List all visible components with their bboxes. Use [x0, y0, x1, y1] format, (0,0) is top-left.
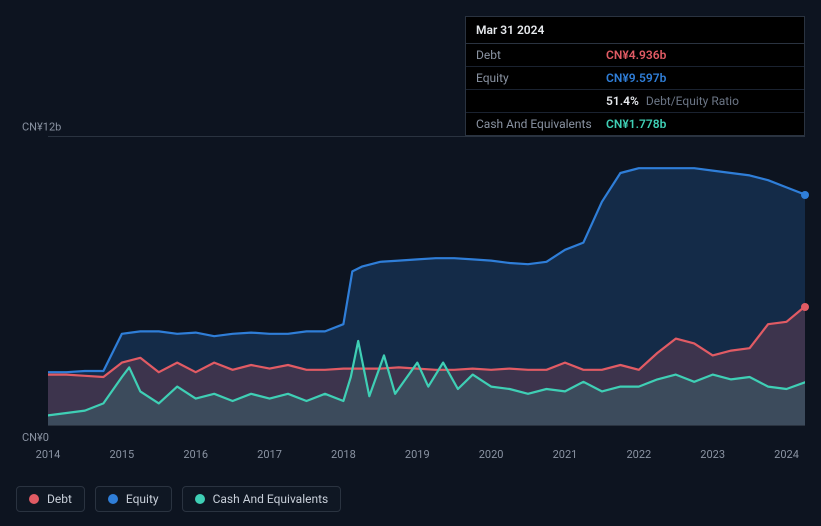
- tooltip-value-equity: CN¥9.597b: [606, 71, 666, 85]
- x-axis-tick: 2018: [331, 448, 356, 461]
- x-axis-tick: 2020: [479, 448, 504, 461]
- tooltip-value-debt: CN¥4.936b: [606, 48, 666, 62]
- x-axis-tick: 2014: [36, 448, 61, 461]
- tooltip-date: Mar 31 2024: [466, 17, 804, 44]
- tooltip-label-ratio: [476, 94, 606, 108]
- legend-item-cash[interactable]: Cash And Equivalents: [182, 486, 342, 512]
- x-axis-tick: 2017: [257, 448, 282, 461]
- tooltip-label-cash: Cash And Equivalents: [476, 117, 606, 131]
- x-axis-tick: 2024: [774, 448, 799, 461]
- tooltip-ratio-value: 51.4%: [606, 94, 639, 108]
- y-axis-min-label: CN¥0: [22, 431, 49, 444]
- tooltip-ratio-suffix: Debt/Equity Ratio: [646, 94, 739, 108]
- x-axis-tick: 2023: [700, 448, 725, 461]
- legend: Debt Equity Cash And Equivalents: [16, 486, 341, 512]
- tooltip-row-cash: Cash And Equivalents CN¥1.778b: [466, 113, 804, 135]
- chart: CN¥12b CN¥0 2014 2015 2016 2017 2018 2019 2020…: [16, 120, 805, 466]
- x-axis-tick: 2015: [109, 448, 134, 461]
- x-axis-tick: 2016: [183, 448, 208, 461]
- tooltip-label-debt: Debt: [476, 48, 606, 62]
- legend-label-cash: Cash And Equivalents: [213, 492, 329, 506]
- tooltip-row-debt: Debt CN¥4.936b: [466, 44, 804, 67]
- legend-label-equity: Equity: [126, 492, 159, 506]
- tooltip-panel: Mar 31 2024 Debt CN¥4.936b Equity CN¥9.5…: [465, 16, 805, 136]
- legend-item-equity[interactable]: Equity: [95, 486, 172, 512]
- debt-color-dot: [29, 494, 39, 504]
- tooltip-row-equity: Equity CN¥9.597b: [466, 67, 804, 90]
- y-axis-max-label: CN¥12b: [22, 121, 61, 134]
- equity-color-dot: [108, 494, 118, 504]
- x-axis-tick: 2019: [405, 448, 430, 461]
- tooltip-value-ratio: 51.4% Debt/Equity Ratio: [606, 94, 739, 108]
- tooltip-value-cash: CN¥1.778b: [606, 117, 666, 131]
- end-marker-debt: [801, 303, 809, 311]
- legend-label-debt: Debt: [47, 492, 72, 506]
- end-marker-equity: [801, 191, 809, 199]
- x-axis-tick: 2021: [553, 448, 578, 461]
- chart-svg: [48, 137, 805, 425]
- tooltip-row-ratio: 51.4% Debt/Equity Ratio: [466, 90, 804, 113]
- legend-item-debt[interactable]: Debt: [16, 486, 85, 512]
- tooltip-label-equity: Equity: [476, 71, 606, 85]
- cash-color-dot: [195, 494, 205, 504]
- x-axis-tick: 2022: [626, 448, 651, 461]
- plot-area[interactable]: [48, 136, 805, 426]
